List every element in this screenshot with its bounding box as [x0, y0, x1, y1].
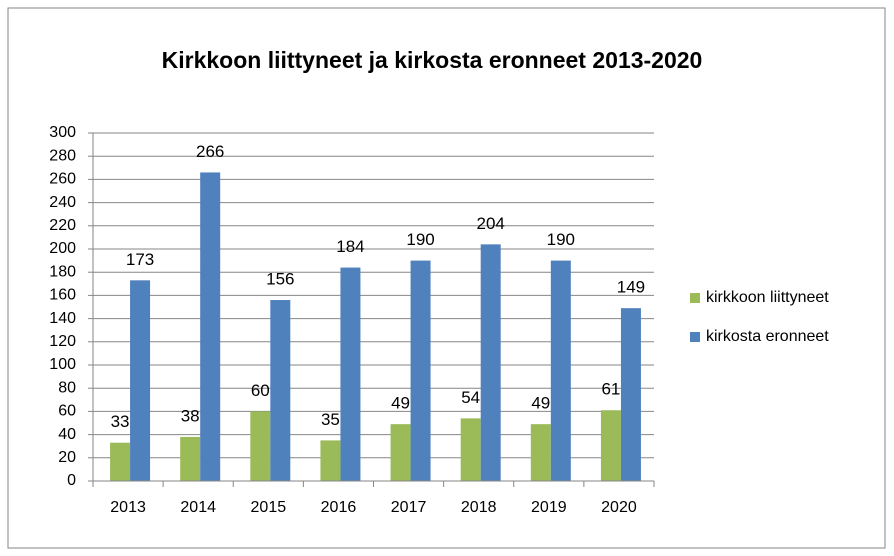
bar [390, 424, 411, 481]
bar [480, 244, 501, 481]
data-label: 38 [181, 406, 200, 425]
data-label: 173 [126, 250, 154, 269]
data-label: 156 [266, 270, 294, 289]
bar [550, 260, 571, 481]
bar [620, 308, 641, 481]
data-label: 204 [477, 214, 505, 233]
bar [180, 436, 201, 481]
data-label: 49 [391, 394, 410, 413]
y-tick-label: 160 [49, 287, 76, 304]
y-tick-label: 280 [49, 147, 76, 164]
data-label: 54 [461, 388, 480, 407]
x-tick-label: 2019 [531, 499, 567, 516]
x-tick-label: 2016 [321, 499, 357, 516]
y-tick-label: 300 [49, 124, 76, 141]
y-tick-label: 20 [58, 449, 76, 466]
y-tick-label: 60 [58, 403, 76, 420]
y-tick-label: 260 [49, 171, 76, 188]
data-label: 33 [111, 412, 130, 431]
data-label: 190 [406, 230, 434, 249]
legend-swatch [690, 293, 700, 303]
data-label: 49 [531, 394, 550, 413]
y-tick-label: 0 [67, 472, 76, 489]
bar [600, 410, 621, 481]
y-tick-label: 240 [49, 194, 76, 211]
data-label: 61 [601, 380, 620, 399]
y-tick-label: 80 [58, 379, 76, 396]
y-tick-label: 180 [49, 263, 76, 280]
legend-label: kirkosta eronneet [706, 328, 829, 345]
bar [320, 440, 341, 481]
y-tick-label: 220 [49, 217, 76, 234]
bar [130, 280, 151, 481]
bar [270, 300, 291, 481]
data-label: 35 [321, 410, 340, 429]
x-tick-label: 2018 [461, 499, 497, 516]
x-tick-label: 2015 [251, 499, 287, 516]
y-tick-label: 40 [58, 426, 76, 443]
data-label: 184 [336, 237, 364, 256]
y-tick-label: 140 [49, 310, 76, 327]
bar [460, 418, 481, 481]
data-label: 60 [251, 381, 270, 400]
bar [340, 267, 361, 481]
data-label: 266 [196, 142, 224, 161]
legend-label: kirkkoon liittyneet [706, 289, 829, 306]
y-tick-label: 200 [49, 240, 76, 257]
data-label: 149 [617, 278, 645, 297]
bar [410, 260, 431, 481]
bar [250, 411, 271, 481]
legend-swatch [690, 332, 700, 342]
y-tick-label: 100 [49, 356, 76, 373]
y-tick-label: 120 [49, 333, 76, 350]
chart-title: Kirkkoon liittyneet ja kirkosta eronneet… [162, 47, 703, 73]
bar [200, 172, 221, 481]
x-tick-label: 2014 [180, 499, 216, 516]
x-tick-label: 2013 [110, 499, 146, 516]
bar [530, 424, 551, 481]
data-label: 190 [547, 230, 575, 249]
bar [110, 442, 131, 481]
x-tick-label: 2020 [601, 499, 637, 516]
x-tick-label: 2017 [391, 499, 427, 516]
